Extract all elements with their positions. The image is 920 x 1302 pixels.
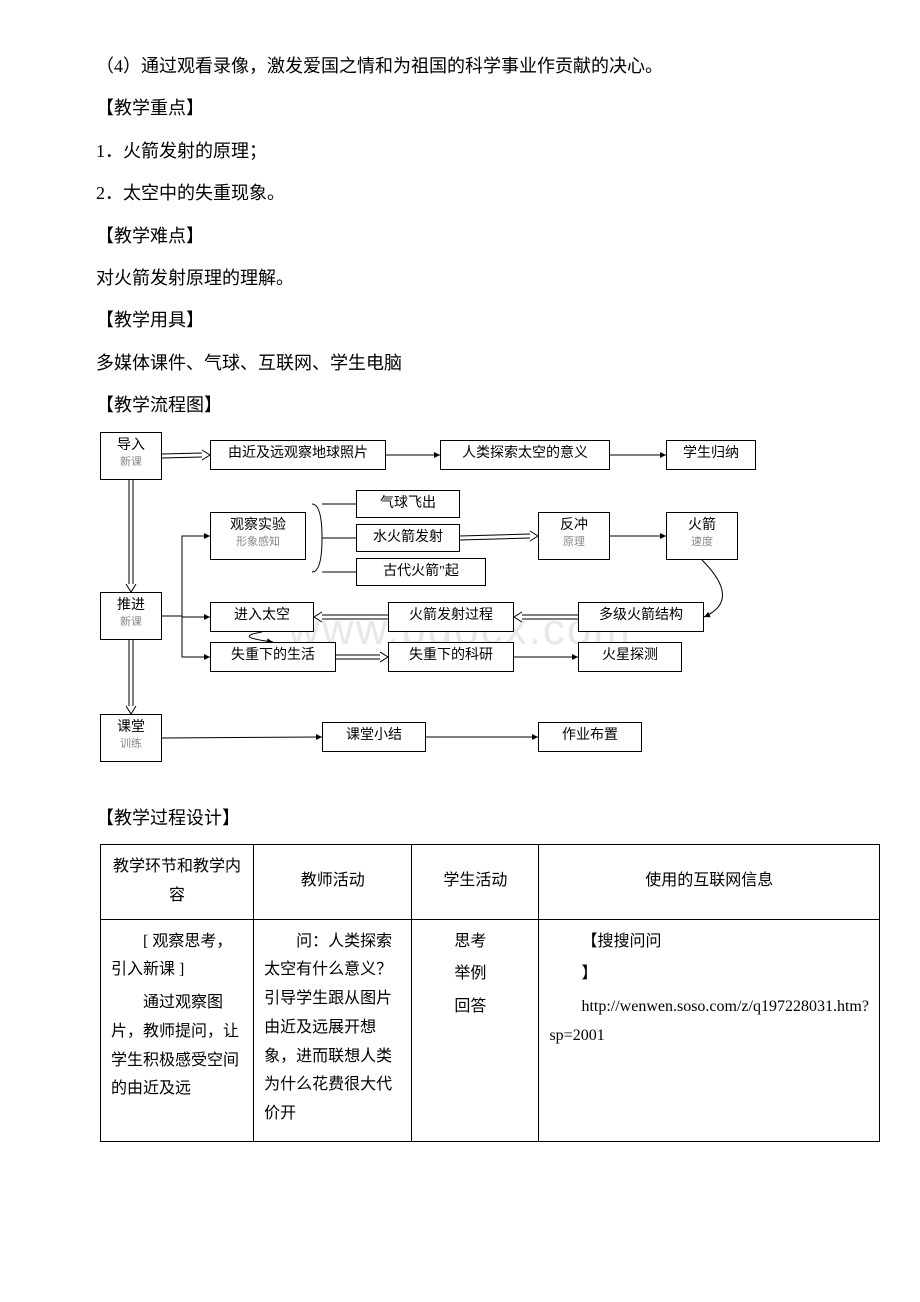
flowchart-node: 课堂训练 (100, 714, 162, 762)
flowchart-node: 导入新课 (100, 432, 162, 480)
flowchart-heading: 【教学流程图】 (60, 389, 860, 421)
flowchart-node: 进入太空 (210, 602, 314, 632)
keypoint-1: 1．火箭发射的原理； (60, 135, 860, 167)
table-cell: [ 观察思考，引入新课 ]通过观察图片，教师提问，让学生积极感受空间的由近及远 (101, 919, 254, 1142)
table-cell: 思考举例回答 (412, 919, 539, 1142)
table-header: 学生活动 (412, 844, 539, 919)
flowchart-node: 由近及远观察地球照片 (210, 440, 386, 470)
flowchart-node: 火星探测 (578, 642, 682, 672)
tools-1: 多媒体课件、气球、互联网、学生电脑 (60, 347, 860, 379)
flowchart-node: 课堂小结 (322, 722, 426, 752)
lesson-table: 教学环节和教学内容教师活动学生活动使用的互联网信息[ 观察思考，引入新课 ]通过… (100, 844, 880, 1142)
table-header: 使用的互联网信息 (539, 844, 880, 919)
table-cell: 问：人类探索太空有什么意义？引导学生跟从图片由近及远展开想象，进而联想人类为什么… (254, 919, 412, 1142)
process-heading: 【教学过程设计】 (60, 802, 860, 834)
table-row: [ 观察思考，引入新课 ]通过观察图片，教师提问，让学生积极感受空间的由近及远问… (101, 919, 880, 1142)
flowchart-node: 作业布置 (538, 722, 642, 752)
table-cell: 【搜搜问问】http://wenwen.soso.com/z/q19722803… (539, 919, 880, 1142)
flowchart-node: 反冲原理 (538, 512, 610, 560)
difficulty-heading: 【教学难点】 (60, 220, 860, 252)
table-header: 教学环节和教学内容 (101, 844, 254, 919)
flowchart-node: 观察实验形象感知 (210, 512, 306, 560)
flowchart-node: 水火箭发射 (356, 524, 460, 552)
keypoint-heading: 【教学重点】 (60, 92, 860, 124)
flowchart-node: 古代火箭"起 (356, 558, 486, 586)
flowchart-node: 火箭发射过程 (388, 602, 514, 632)
flowchart-node: 气球飞出 (356, 490, 460, 518)
flowchart-node: 多级火箭结构 (578, 602, 704, 632)
paragraph-4: （4）通过观看录像，激发爱国之情和为祖国的科学事业作贡献的决心。 (60, 50, 860, 82)
tools-heading: 【教学用具】 (60, 304, 860, 336)
table-header: 教师活动 (254, 844, 412, 919)
flowchart-diagram: 导入新课 由近及远观察地球照片 人类探索太空的意义 学生归纳推进新课观察实验形象感知 气… (100, 432, 880, 792)
flowchart-node: 失重下的生活 (210, 642, 336, 672)
flowchart-node: 学生归纳 (666, 440, 756, 470)
document-content: （4）通过观看录像，激发爱国之情和为祖国的科学事业作贡献的决心。 【教学重点】 … (60, 50, 860, 1142)
flowchart-node: 推进新课 (100, 592, 162, 640)
keypoint-2: 2．太空中的失重现象。 (60, 177, 860, 209)
flowchart-node: 人类探索太空的意义 (440, 440, 610, 470)
flowchart-node: 火箭速度 (666, 512, 738, 560)
difficulty-1: 对火箭发射原理的理解。 (60, 262, 860, 294)
flowchart-node: 失重下的科研 (388, 642, 514, 672)
